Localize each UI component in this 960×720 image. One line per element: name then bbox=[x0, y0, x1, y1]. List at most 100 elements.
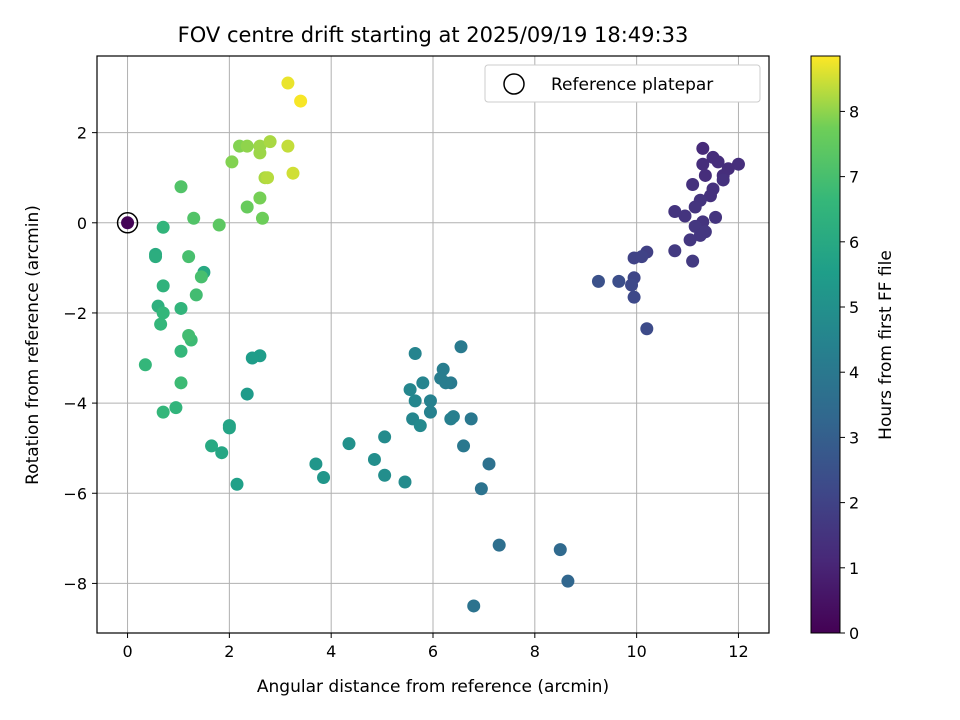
data-point bbox=[263, 135, 277, 149]
x-tick-label: 12 bbox=[728, 642, 748, 661]
data-point bbox=[467, 599, 481, 613]
data-point bbox=[309, 457, 323, 471]
data-point bbox=[253, 191, 267, 205]
data-point bbox=[378, 430, 392, 444]
data-point bbox=[149, 250, 163, 264]
axes: 0 2 4 6 8 10 12 −8 −6 −4 −2 0 2 bbox=[63, 124, 748, 661]
data-point bbox=[225, 155, 239, 169]
x-axis-label: Angular distance from reference (arcmin) bbox=[257, 677, 609, 697]
data-point bbox=[434, 371, 448, 385]
data-point bbox=[457, 439, 471, 453]
data-point bbox=[174, 301, 188, 315]
y-tick-label: −2 bbox=[63, 304, 87, 323]
data-point bbox=[423, 394, 437, 408]
colorbar-gradient bbox=[810, 55, 841, 634]
data-point bbox=[156, 279, 170, 293]
y-tick-label: 0 bbox=[77, 214, 87, 233]
data-point bbox=[281, 139, 295, 153]
data-point bbox=[683, 233, 697, 247]
data-point bbox=[482, 457, 496, 471]
colorbar-ticks: 0 1 2 3 4 5 6 7 8 bbox=[840, 102, 859, 643]
data-point bbox=[693, 228, 707, 242]
data-point bbox=[696, 157, 710, 171]
y-tick-label: −4 bbox=[63, 394, 87, 413]
data-point bbox=[686, 254, 700, 268]
data-point bbox=[709, 210, 723, 224]
data-point bbox=[156, 306, 170, 320]
data-point bbox=[408, 347, 422, 361]
x-tick-label: 10 bbox=[626, 642, 646, 661]
data-point bbox=[215, 446, 229, 460]
data-point bbox=[169, 401, 183, 415]
data-point bbox=[294, 94, 308, 108]
data-point bbox=[194, 270, 208, 284]
colorbar-tick-label: 2 bbox=[849, 494, 859, 513]
colorbar-tick-label: 7 bbox=[849, 168, 859, 187]
legend-label: Reference platepar bbox=[551, 75, 713, 95]
data-point bbox=[668, 244, 682, 258]
data-point bbox=[253, 146, 267, 160]
x-tick-label: 4 bbox=[326, 642, 336, 661]
y-tick-label: 2 bbox=[77, 124, 87, 143]
data-point bbox=[156, 220, 170, 234]
data-point bbox=[635, 250, 649, 264]
data-point bbox=[174, 376, 188, 390]
colorbar-label: Hours from first FF file bbox=[876, 250, 896, 440]
data-point bbox=[474, 482, 488, 496]
data-point bbox=[378, 468, 392, 482]
data-point bbox=[286, 166, 300, 180]
x-tick-label: 6 bbox=[428, 642, 438, 661]
scatter-points bbox=[116, 76, 745, 613]
data-point bbox=[367, 452, 381, 466]
colorbar-tick-label: 3 bbox=[849, 428, 859, 447]
data-point bbox=[711, 155, 725, 169]
x-tick-label: 2 bbox=[224, 642, 234, 661]
data-point bbox=[156, 405, 170, 419]
data-point bbox=[138, 358, 152, 372]
data-point bbox=[182, 328, 196, 342]
data-point bbox=[230, 477, 244, 491]
data-point bbox=[444, 412, 458, 426]
data-point bbox=[668, 205, 682, 219]
legend-box bbox=[484, 64, 761, 103]
data-point bbox=[187, 211, 201, 225]
data-point bbox=[627, 290, 641, 304]
data-point bbox=[240, 139, 254, 153]
data-point bbox=[731, 157, 745, 171]
data-point bbox=[686, 177, 700, 191]
data-point bbox=[174, 180, 188, 194]
data-point bbox=[678, 209, 692, 223]
data-point bbox=[696, 141, 710, 155]
data-point bbox=[121, 216, 135, 230]
data-point bbox=[281, 76, 295, 90]
data-point bbox=[716, 173, 730, 187]
data-point bbox=[454, 340, 468, 354]
data-point bbox=[423, 405, 437, 419]
y-axis-label: Rotation from reference (arcmin) bbox=[23, 205, 43, 485]
data-point bbox=[403, 383, 417, 397]
data-point bbox=[205, 439, 219, 453]
data-point bbox=[317, 470, 331, 484]
data-point bbox=[492, 538, 506, 552]
data-point bbox=[640, 322, 654, 336]
data-point bbox=[255, 211, 269, 225]
colorbar-tick-label: 6 bbox=[849, 233, 859, 252]
data-point bbox=[261, 171, 275, 185]
colorbar-tick-label: 1 bbox=[849, 559, 859, 578]
data-point bbox=[174, 344, 188, 358]
data-point bbox=[553, 543, 567, 557]
data-point bbox=[688, 200, 702, 214]
data-point bbox=[342, 437, 356, 451]
x-tick-label: 8 bbox=[530, 642, 540, 661]
data-point bbox=[398, 475, 412, 489]
chart-title: FOV centre drift starting at 2025/09/19 … bbox=[178, 23, 689, 47]
data-point bbox=[416, 376, 430, 390]
data-point bbox=[212, 218, 226, 232]
data-point bbox=[245, 351, 259, 365]
data-point bbox=[612, 274, 626, 288]
data-point bbox=[408, 394, 422, 408]
legend-marker bbox=[503, 73, 525, 95]
y-tick-label: −8 bbox=[63, 574, 87, 593]
colorbar: 0 1 2 3 4 5 6 7 8 Hours from first FF file bbox=[810, 55, 896, 643]
